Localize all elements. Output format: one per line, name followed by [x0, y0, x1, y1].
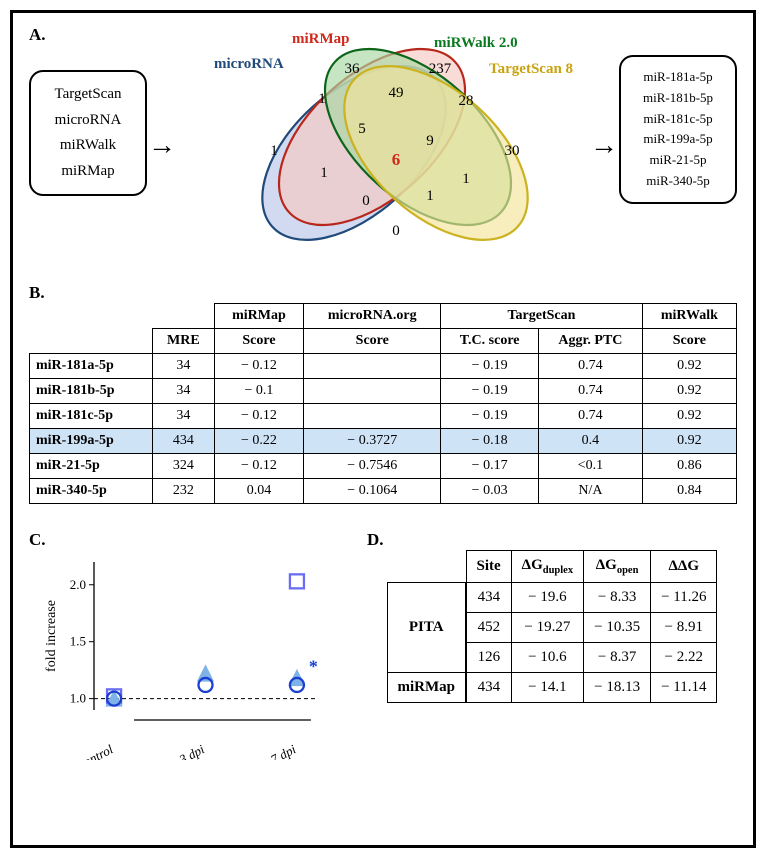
table-row: miR-181c-5p34− 0.12− 0.190.740.92 — [30, 404, 737, 429]
output-mirna: miR-181c-5p — [633, 109, 723, 130]
output-mirna: miR-181a-5p — [633, 67, 723, 88]
svg-text:0: 0 — [392, 223, 400, 239]
input-tools-box: TargetScanmicroRNAmiRWalkmiRMap — [29, 70, 147, 196]
table-row: miR-199a-5p434− 0.22− 0.3727− 0.180.40.9… — [30, 429, 737, 454]
table-row: miR-181b-5p34− 0.1− 0.190.740.92 — [30, 379, 737, 404]
svg-text:1: 1 — [320, 165, 328, 181]
table-row: miR-21-5p324− 0.12− 0.7546− 0.17<0.10.86 — [30, 454, 737, 479]
panel-d-label: D. — [367, 530, 384, 549]
svg-text:miRMap: miRMap — [292, 31, 350, 47]
venn-diagram: microRNA miRMap miRWalk 2.0 TargetScan 8.0 1… — [204, 25, 574, 265]
output-mirna: miR-21-5p — [633, 150, 723, 171]
svg-text:*: * — [309, 656, 318, 676]
input-tool: microRNA — [43, 108, 133, 134]
svg-text:TargetScan 8.0: TargetScan 8.0 — [489, 61, 574, 77]
scores-table: miRMapmicroRNA.orgTargetScanmiRWalkMRESc… — [29, 303, 737, 504]
svg-text:5: 5 — [358, 121, 366, 137]
svg-text:microRNA: microRNA — [214, 56, 284, 72]
svg-text:36: 36 — [345, 61, 361, 77]
svg-text:7 dpi: 7 dpi — [268, 741, 299, 760]
panel-a-label: A. — [29, 25, 46, 44]
svg-text:30: 30 — [505, 143, 520, 159]
svg-text:28: 28 — [459, 93, 474, 109]
input-tool: miRWalk — [43, 133, 133, 159]
output-mirna: miR-340-5p — [633, 171, 723, 192]
svg-text:6: 6 — [392, 150, 401, 169]
panel-b-label: B. — [29, 283, 45, 302]
panel-cd-row: C. 1.0 1.5 2.0 fold increase control 3 dpi 7 d… — [29, 530, 737, 760]
svg-text:49: 49 — [389, 85, 404, 101]
table-row: PITA434− 19.6− 8.33− 11.26 — [387, 583, 717, 613]
svg-text:1.0: 1.0 — [70, 691, 86, 706]
output-mirna: miR-181b-5p — [633, 88, 723, 109]
pita-table: SiteΔGduplexΔGopenΔΔGPITA434− 19.6− 8.33… — [387, 550, 718, 703]
table-row: miRMap434− 14.1− 18.13− 11.14 — [387, 673, 717, 703]
svg-text:9: 9 — [426, 133, 434, 149]
input-tool: miRMap — [43, 159, 133, 185]
panel-c: C. 1.0 1.5 2.0 fold increase control 3 dpi 7 d… — [29, 530, 339, 760]
svg-text:miRWalk 2.0: miRWalk 2.0 — [434, 35, 518, 51]
svg-text:1.5: 1.5 — [70, 634, 86, 649]
output-mirnas-box: miR-181a-5pmiR-181b-5pmiR-181c-5pmiR-199… — [619, 55, 737, 204]
arrow-right-icon: → — [590, 130, 618, 162]
table-row: miR-340-5p2320.04− 0.1064− 0.03N/A0.84 — [30, 479, 737, 504]
svg-text:1: 1 — [318, 91, 326, 107]
panel-b: B. miRMapmicroRNA.orgTargetScanmiRWalkMR… — [29, 283, 737, 504]
svg-text:1: 1 — [462, 171, 470, 187]
svg-text:2.0: 2.0 — [70, 577, 86, 592]
panel-a: A. TargetScanmicroRNAmiRWalkmiRMap → mic… — [29, 25, 737, 265]
panel-c-label: C. — [29, 530, 46, 549]
svg-text:fold increase: fold increase — [44, 600, 59, 672]
arrow-right-icon: → — [148, 130, 176, 162]
svg-text:control: control — [76, 741, 116, 760]
table-row: miR-181a-5p34− 0.12− 0.190.740.92 — [30, 354, 737, 379]
output-mirna: miR-199a-5p — [633, 129, 723, 150]
input-tool: TargetScan — [43, 82, 133, 108]
svg-text:1: 1 — [270, 143, 278, 159]
fold-increase-chart: 1.0 1.5 2.0 fold increase control 3 dpi 7 dpi * — [39, 550, 329, 760]
svg-text:3 dpi: 3 dpi — [176, 741, 208, 760]
svg-text:237: 237 — [429, 61, 452, 77]
figure-page: A. TargetScanmicroRNAmiRWalkmiRMap → mic… — [10, 10, 756, 848]
panel-d: D. SiteΔGduplexΔGopenΔΔGPITA434− 19.6− 8… — [367, 530, 737, 760]
svg-text:0: 0 — [362, 193, 370, 209]
svg-text:1: 1 — [426, 188, 434, 204]
